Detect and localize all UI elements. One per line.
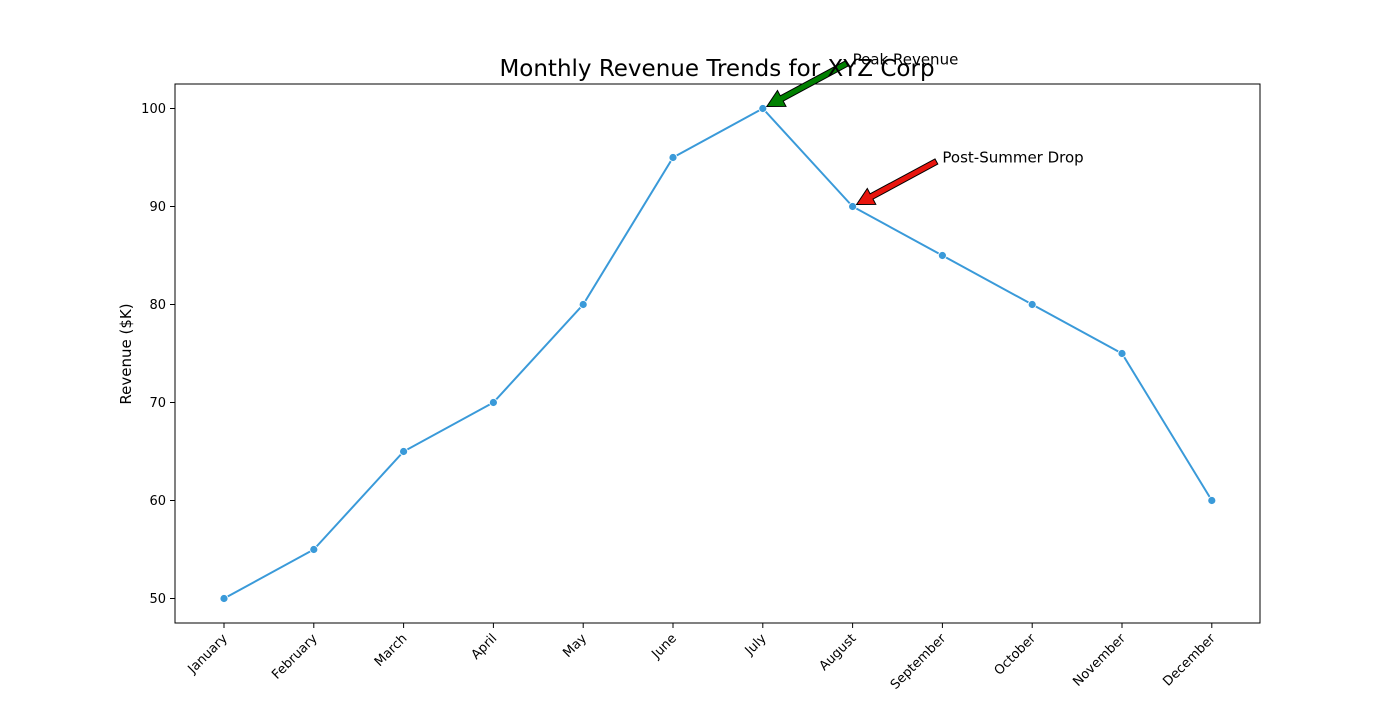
- x-tick-label: February: [269, 631, 321, 683]
- x-tick-label: January: [185, 631, 231, 677]
- data-point: [578, 300, 588, 309]
- data-point: [1207, 496, 1217, 505]
- y-tick-label: 60: [149, 494, 166, 509]
- data-point: [309, 545, 319, 554]
- x-tick-label: October: [992, 631, 1040, 679]
- x-tick-label: December: [1160, 631, 1219, 690]
- y-tick-label: 100: [141, 102, 166, 117]
- data-point: [1027, 300, 1037, 309]
- x-tick-label: July: [742, 631, 770, 659]
- data-point: [1117, 349, 1127, 358]
- plot-frame: [174, 83, 1261, 624]
- data-point: [758, 104, 768, 113]
- x-tick-label: May: [560, 631, 590, 661]
- y-axis: 50 60 70 80 90 100: [141, 102, 175, 607]
- series-layer: [219, 104, 1217, 603]
- data-point: [219, 594, 229, 603]
- data-point: [848, 202, 857, 211]
- x-tick-label: March: [372, 631, 411, 670]
- x-axis: January February March April May June July Augu…: [185, 623, 1219, 693]
- annotation-arrow: [855, 158, 939, 206]
- x-tick-label: August: [817, 631, 860, 674]
- x-tick-label: November: [1070, 631, 1129, 690]
- data-point: [668, 153, 678, 162]
- data-point: [938, 251, 947, 260]
- annotation-label: Post-Summer Drop: [942, 149, 1083, 167]
- annotation-layer: Peak Revenue Post-Summer Drop: [765, 51, 1084, 206]
- y-axis-label: Revenue ($K): [117, 303, 135, 404]
- x-tick-label: September: [888, 631, 950, 693]
- y-tick-label: 70: [149, 396, 166, 411]
- y-tick-label: 80: [149, 298, 166, 313]
- series-line: [223, 107, 1213, 600]
- y-tick-label: 50: [149, 592, 166, 607]
- annotation-label: Peak Revenue: [853, 51, 959, 69]
- data-point: [488, 398, 498, 407]
- x-tick-label: April: [469, 631, 501, 663]
- x-tick-label: June: [648, 631, 679, 662]
- annotation-arrow: [765, 60, 849, 108]
- y-tick-label: 90: [149, 200, 166, 215]
- chart-title: Monthly Revenue Trends for XYZ Corp: [499, 56, 934, 82]
- data-point: [399, 447, 409, 456]
